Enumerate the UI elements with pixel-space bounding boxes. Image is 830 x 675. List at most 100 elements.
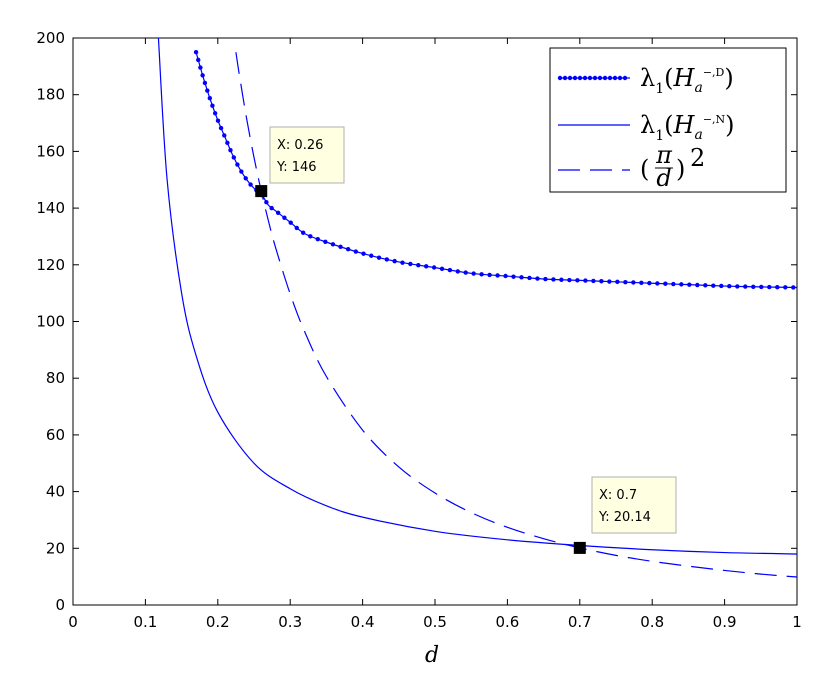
series-marker — [424, 264, 429, 269]
legend-marker — [582, 75, 588, 81]
series-marker — [231, 155, 237, 160]
x-tick-label: 0.7 — [568, 613, 592, 631]
legend-paren-open: ( — [640, 155, 649, 183]
series-marker — [679, 282, 684, 287]
y-tick-label: 100 — [36, 313, 65, 331]
series-pi-over-d-line — [235, 52, 797, 578]
series-marker — [559, 277, 564, 282]
legend-exponent: 2 — [690, 144, 705, 172]
series-marker — [248, 182, 253, 187]
legend-label-neumann: λ1(Ha−,N) — [640, 111, 735, 144]
series-marker — [623, 279, 628, 285]
series-marker — [455, 269, 461, 274]
x-axis: 0 0.1 0.2 0.3 0.4 0.5 0.6 0.7 0.8 0.9 1 — [68, 38, 802, 631]
series-marker — [202, 80, 208, 86]
datatip[interactable]: X: 0.7 Y: 20.14 — [573, 476, 677, 554]
legend-markers-dirichlet — [557, 75, 628, 81]
series-marker — [408, 261, 413, 267]
x-tick-label: 0.6 — [495, 613, 519, 631]
series-marker — [583, 278, 588, 283]
legend-marker — [607, 75, 613, 81]
series-marker — [759, 284, 764, 290]
legend-entry-dirichlet: λ1(Ha−,D) — [557, 64, 734, 97]
legend-marker — [612, 75, 618, 81]
legend-label-dirichlet: λ1(Ha−,D) — [640, 64, 734, 97]
series-marker — [471, 271, 476, 276]
series-marker — [783, 285, 788, 290]
series-marker — [631, 280, 636, 285]
series-marker — [205, 88, 210, 93]
series-marker — [599, 279, 604, 284]
legend-marker — [567, 75, 573, 81]
series-marker — [225, 140, 230, 146]
series-marker — [671, 281, 676, 287]
series-marker — [727, 284, 732, 289]
legend-marker — [562, 75, 568, 81]
legend-fraction-denominator: d — [656, 164, 671, 192]
legend-marker — [572, 75, 578, 81]
series-marker — [495, 273, 500, 278]
series-marker — [400, 260, 405, 265]
series-neumann — [157, 38, 797, 555]
datatip-x-label: X: 0.7 — [599, 488, 637, 503]
legend-paren-close: ) — [676, 155, 685, 183]
datatip-marker[interactable] — [573, 541, 586, 554]
series-marker — [264, 200, 269, 205]
series-marker — [269, 205, 274, 211]
series-marker — [294, 225, 299, 231]
y-tick-label: 0 — [55, 596, 65, 614]
series-marker — [235, 162, 240, 167]
datatip-y-label: Y: 20.14 — [598, 510, 651, 525]
x-tick-label: 0.5 — [423, 613, 447, 631]
series-marker — [439, 266, 445, 271]
y-axis: 0 20 40 60 80 100 120 140 160 180 200 — [36, 29, 797, 614]
legend-marker — [577, 75, 583, 81]
series-marker — [711, 283, 716, 288]
y-tick-label: 40 — [46, 483, 65, 501]
series-marker — [215, 118, 221, 123]
series-marker — [196, 57, 201, 63]
series-marker — [655, 281, 660, 286]
series-marker — [751, 284, 756, 289]
series-marker — [228, 147, 233, 153]
series-marker — [392, 258, 397, 264]
series-marker — [615, 279, 620, 285]
datatip-marker[interactable] — [255, 185, 268, 198]
series-marker — [575, 278, 580, 283]
series-marker — [463, 270, 468, 275]
y-tick-label: 180 — [36, 86, 65, 104]
legend-marker — [622, 75, 628, 81]
series-marker — [735, 284, 740, 289]
legend-marker — [557, 75, 563, 81]
series-marker — [193, 49, 199, 55]
series-marker — [288, 220, 293, 225]
legend-entry-neumann: λ1(Ha−,N) — [558, 111, 735, 144]
series-marker — [511, 274, 516, 279]
series-marker — [703, 283, 708, 288]
series-marker — [687, 282, 692, 287]
series-marker — [487, 272, 492, 278]
series-marker — [239, 169, 244, 174]
y-tick-label: 20 — [46, 539, 65, 557]
datatip-y-label: Y: 146 — [276, 160, 317, 175]
series-marker — [639, 280, 644, 286]
series-pi-over-d — [235, 52, 797, 578]
legend-fraction-numerator: π — [655, 141, 673, 169]
legend-entry-pi-over-d: ( π d ) 2 — [558, 141, 705, 192]
series-marker — [308, 234, 313, 239]
series-marker — [535, 276, 540, 281]
series-marker — [222, 133, 227, 138]
x-tick-label: 0 — [68, 613, 78, 631]
series-marker — [479, 272, 484, 277]
series-marker — [567, 277, 572, 283]
series-marker — [198, 65, 203, 70]
series-marker — [431, 265, 437, 270]
datatip[interactable]: X: 0.26 Y: 146 — [255, 126, 345, 198]
legend-marker — [597, 75, 603, 81]
x-tick-label: 0.4 — [351, 613, 375, 631]
x-tick-label: 0.3 — [278, 613, 302, 631]
series-marker — [200, 73, 205, 78]
series-marker — [447, 267, 453, 273]
series-marker — [503, 273, 508, 279]
series-neumann-line — [157, 38, 797, 555]
